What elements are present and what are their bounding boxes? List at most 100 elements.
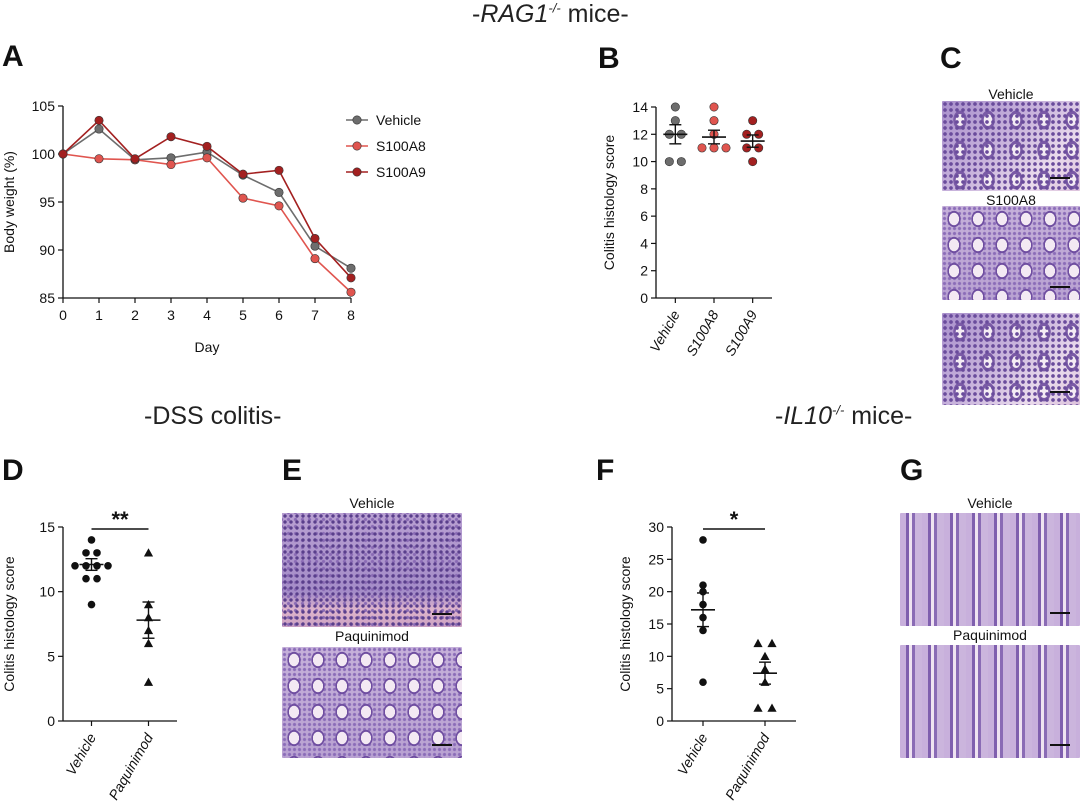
a-y-tick-label: 90 <box>39 242 55 258</box>
scale-bar <box>1050 286 1070 288</box>
scale-bar <box>1050 744 1070 746</box>
header-rag1: -RAG1-/- mice- <box>472 0 629 29</box>
a-x-tick-label: 1 <box>95 307 103 323</box>
histology-image <box>900 513 1080 626</box>
d-point-vehicle <box>71 562 79 570</box>
a-point-s100a8 <box>310 254 320 264</box>
d-x-tick-label: Paquinimod <box>105 729 156 802</box>
scale-bar <box>432 613 452 615</box>
header-rag1-gene: RAG1 <box>480 0 549 28</box>
b-y-axis-label: Colitis histology score <box>601 135 617 271</box>
d-point-vehicle <box>104 562 112 570</box>
f-y-tick-label: 25 <box>648 551 664 567</box>
a-point-s100a8 <box>274 201 284 211</box>
b-point-s100a8 <box>709 143 719 153</box>
a-y-tick-label: 95 <box>39 194 55 210</box>
f-point-vehicle <box>699 581 707 589</box>
a-x-tick-label: 2 <box>131 307 139 323</box>
d-point-vehicle <box>87 600 96 609</box>
f-y-tick-label: 0 <box>656 713 664 729</box>
d-y-tick-label: 0 <box>47 713 55 729</box>
header-rag1-sup: -/- <box>548 0 561 16</box>
d-point-vehicle <box>93 562 101 570</box>
d-point-vehicle <box>82 549 90 557</box>
d-x-tick-label: Vehicle <box>63 730 100 778</box>
b-y-tick-label: 4 <box>640 235 648 251</box>
f-y-tick-label: 20 <box>648 584 664 600</box>
f-point-vehicle <box>699 678 707 686</box>
a-point-vehicle <box>346 263 356 273</box>
histology-image <box>942 101 1080 191</box>
f-y-tick-label: 15 <box>648 616 664 632</box>
d-point-paquinimod <box>143 638 154 648</box>
f-point-paquinimod <box>760 651 770 661</box>
header-il10-gene: IL10 <box>783 402 832 430</box>
d-y-tick-label: 10 <box>39 584 55 600</box>
f-point-paquinimod <box>767 638 777 648</box>
f-y-tick-label: 5 <box>656 681 664 697</box>
a-x-tick-label: 5 <box>239 307 247 323</box>
f-y-tick-label: 30 <box>648 519 664 535</box>
d-point-vehicle <box>87 536 96 544</box>
header-il10-sup: -/- <box>832 402 845 418</box>
a-point-s100a9 <box>94 115 104 125</box>
panel-label-c: C <box>940 42 962 75</box>
b-x-tick-label: S100A9 <box>721 307 760 358</box>
a-x-axis-label: Day <box>195 339 220 355</box>
a-point-s100a9 <box>346 273 356 283</box>
a-x-tick-label: 7 <box>311 307 319 323</box>
b-x-tick-label: Vehicle <box>646 307 683 355</box>
histology-title: S100A8 <box>986 192 1036 208</box>
b-y-tick-label: 6 <box>640 208 648 224</box>
d-point-vehicle <box>82 562 90 570</box>
b-point-s100a9 <box>748 157 758 167</box>
d-y-tick-label: 5 <box>47 648 55 664</box>
a-point-s100a9 <box>130 154 140 164</box>
b-point-s100a8 <box>721 143 731 153</box>
histology-image <box>942 206 1080 300</box>
a-legend-label: S100A9 <box>376 164 426 180</box>
panel-label-d: D <box>2 454 24 487</box>
histology-title: Vehicle <box>967 495 1013 511</box>
f-significance-label: * <box>730 507 739 532</box>
histology-image <box>942 313 1080 405</box>
b-point-vehicle <box>670 116 680 126</box>
a-x-tick-label: 0 <box>59 307 67 323</box>
b-point-vehicle <box>664 157 674 167</box>
a-point-vehicle <box>310 241 320 251</box>
panel-label-e: E <box>282 454 303 487</box>
scale-bar <box>1050 612 1070 614</box>
a-series-line-s100a8 <box>62 153 352 293</box>
b-y-tick-label: 12 <box>632 126 648 142</box>
f-y-axis-label: Colitis histology score <box>617 556 633 692</box>
a-point-vehicle <box>94 124 104 134</box>
a-point-s100a8 <box>346 287 356 297</box>
f-point-paquinimod <box>753 703 763 712</box>
header-il10-suffix: mice- <box>844 402 913 430</box>
a-point-s100a8 <box>238 193 248 203</box>
d-y-axis-label: Colitis histology score <box>1 556 17 692</box>
a-point-s100a9 <box>166 132 176 142</box>
f-point-vehicle <box>699 626 707 635</box>
d-point-vehicle <box>93 549 101 557</box>
header-il10-prefix: - <box>775 402 784 430</box>
a-point-s100a9 <box>58 149 68 159</box>
d-point-paquinimod <box>143 548 154 557</box>
a-point-s100a9 <box>310 233 320 243</box>
header-il10: -IL10-/- mice- <box>775 402 912 431</box>
a-x-tick-label: 8 <box>347 307 355 323</box>
a-x-tick-label: 6 <box>275 307 283 323</box>
histology-image <box>282 647 462 758</box>
a-point-s100a9 <box>274 165 284 175</box>
b-y-tick-label: 0 <box>640 290 648 306</box>
a-y-axis-label: Body weight (%) <box>1 151 17 253</box>
d-significance-label: ** <box>111 507 129 532</box>
b-point-s100a9 <box>748 116 758 126</box>
panel-label-a: A <box>2 40 24 73</box>
d-point-vehicle <box>93 574 101 583</box>
histology-title: Vehicle <box>349 495 395 511</box>
histology-image <box>282 513 462 627</box>
f-x-tick-label: Paquinimod <box>722 729 773 802</box>
b-point-vehicle <box>676 157 686 167</box>
